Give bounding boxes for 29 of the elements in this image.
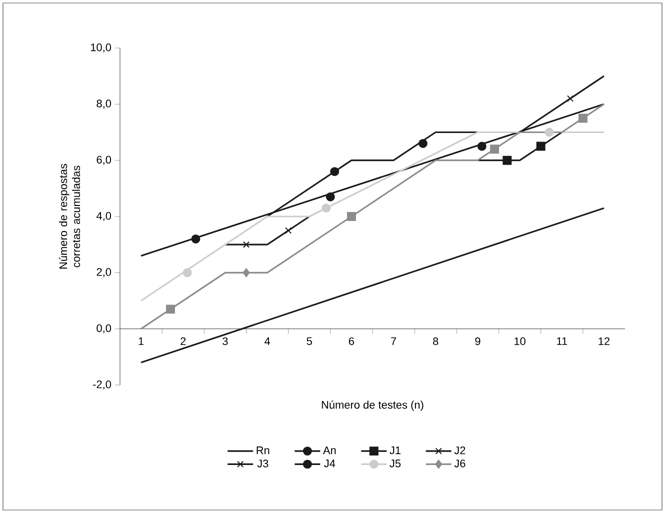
legend-label: J3 xyxy=(257,460,268,468)
y-tick-label: 2,0 xyxy=(96,268,112,278)
y-tick-label: 8,0 xyxy=(96,100,112,109)
x-axis-title: Número de testes (n) xyxy=(322,400,424,411)
x-tick-label: 12 xyxy=(598,337,610,346)
x-tick-label: 3 xyxy=(222,337,228,346)
y-tick-label: 10,0 xyxy=(90,43,112,53)
x-tick-label: 1 xyxy=(138,337,144,345)
legend-label: J2 xyxy=(454,446,466,454)
x-tick-label: 6 xyxy=(348,337,354,346)
x-tick-label: 11 xyxy=(557,337,568,345)
legend-label: J5 xyxy=(390,460,401,468)
y-tick-label: 4,0 xyxy=(96,212,112,222)
y-tick-label: -2,0 xyxy=(93,380,112,390)
legend-label: J4 xyxy=(324,460,336,468)
x-tick-label: 2 xyxy=(180,337,186,346)
legend-label: J1 xyxy=(390,446,401,454)
y-tick-label: 6,0 xyxy=(96,156,112,165)
x-tick-label: 4 xyxy=(264,337,270,345)
legend-label: Rn xyxy=(256,446,270,454)
y-axis-title: Número de respostas corretas acumuladas xyxy=(58,164,80,269)
x-tick-label: 7 xyxy=(391,337,396,345)
x-tick-label: 9 xyxy=(475,337,480,346)
x-tick-label: 8 xyxy=(433,337,438,346)
y-tick-label: 0,0 xyxy=(96,324,112,334)
x-tick-label: 5 xyxy=(306,337,312,345)
legend-label: An xyxy=(323,446,336,454)
legend-label: J6 xyxy=(454,460,466,468)
x-tick-label: 10 xyxy=(514,337,526,346)
